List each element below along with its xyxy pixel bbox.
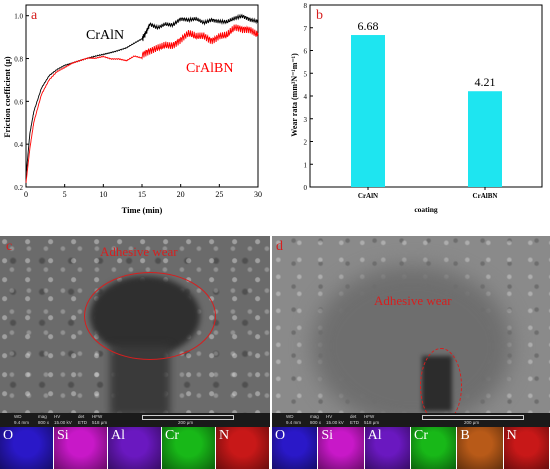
friction-plot-frame	[25, 4, 259, 188]
edx-element-label: Al	[367, 428, 382, 443]
edx-map-b: B	[457, 427, 503, 469]
info-header-wd-c: WD	[14, 414, 22, 419]
edx-map-si: Si	[54, 427, 107, 469]
info-header-hv-d: HV	[326, 414, 333, 419]
info-header-mag-c: mag	[38, 414, 47, 419]
edx-map-o: O	[0, 427, 53, 469]
sem-panel-letter-d: d	[276, 239, 283, 254]
edx-map-n: N	[216, 427, 269, 469]
friction-panel-letter: a	[31, 8, 38, 23]
edx-element-label: Al	[111, 428, 125, 443]
sem-label-c: Adhesive wear	[100, 244, 178, 259]
friction-y-tick-label: 0.4	[14, 141, 23, 149]
wear-ellipse-c	[84, 272, 216, 360]
info-header-det-d: det	[350, 414, 357, 419]
edx-element-label: Cr	[165, 428, 179, 443]
friction-y-tick-label: 0.6	[14, 98, 23, 106]
info-header-det-c: det	[78, 414, 85, 419]
edx-element-label: O	[3, 428, 14, 443]
friction-x-tick-label: 0	[24, 190, 28, 199]
friction-axis-ticks: 0 5 10 15 20 25 30 0.2 0.4 0.6 0.8 1.0	[14, 13, 262, 199]
info-value-hfw-d: 518 μm	[364, 420, 380, 425]
friction-series	[25, 13, 259, 183]
info-value-hfw-c: 518 μm	[92, 420, 108, 425]
sem-info-bar-d: WD mag HV det HFW 9.4 mm 800 x 15.00 kV …	[272, 413, 550, 427]
friction-x-label: Time (min)	[122, 205, 163, 215]
edx-element-label: Si	[57, 428, 69, 443]
edx-map-n: N	[503, 427, 549, 469]
edx-element-label: Si	[321, 428, 334, 443]
friction-y-label: Friction coefficient (μ)	[2, 56, 12, 137]
info-value-mag-c: 800 x	[38, 420, 50, 425]
friction-x-tick-label: 30	[254, 190, 262, 199]
friction-y-tick-label: 1.0	[14, 13, 23, 21]
friction-x-tick-label: 5	[63, 190, 67, 199]
edx-element-label: N	[219, 428, 230, 443]
info-value-det-c: ETD	[78, 420, 87, 425]
edx-map-o: O	[272, 427, 318, 469]
edx-element-label: Cr	[414, 428, 428, 443]
info-value-mag-d: 800 x	[310, 420, 322, 425]
edx-element-label: B	[460, 428, 470, 443]
friction-y-tick-label: 0.8	[14, 56, 23, 64]
legend-label-cralN: CrAlN	[86, 28, 124, 43]
wear-track-d	[312, 266, 512, 426]
edx-map-al: Al	[364, 427, 410, 469]
info-value-wd-c: 9.4 mm	[14, 420, 30, 425]
sem-label-d: Adhesive wear	[374, 293, 452, 308]
scale-bar-c	[142, 415, 234, 420]
sem-image-c: c Adhesive wear WD mag HV det HFW 9.4 mm…	[0, 236, 270, 427]
edx-map-cr: Cr	[162, 427, 215, 469]
info-header-hv-c: HV	[54, 414, 61, 419]
info-value-hv-c: 15.00 kV	[54, 420, 72, 425]
sem-image-d: d Adhesive wear WD mag HV det HFW 9.4 mm…	[272, 236, 550, 427]
friction-line-craln	[25, 13, 259, 177]
friction-x-tick-label: 15	[138, 190, 146, 199]
sem-panel-letter-c: c	[6, 239, 13, 254]
friction-x-tick-label: 10	[99, 190, 107, 199]
info-value-det-d: ETD	[350, 420, 359, 425]
edx-map-al: Al	[108, 427, 161, 469]
sem-info-bar-c: WD mag HV det HFW 9.4 mm 800 x 15.00 kV …	[0, 413, 270, 427]
info-header-wd-d: WD	[286, 414, 294, 419]
friction-x-tick-label: 25	[215, 190, 223, 199]
scale-text-c: 200 μm	[178, 420, 194, 425]
scale-bar-d	[422, 415, 524, 420]
info-header-mag-d: mag	[310, 414, 319, 419]
legend-label-cralbn: CrAlBN	[186, 61, 233, 76]
info-header-hfw-d: HFW	[364, 414, 375, 419]
edx-element-label: O	[275, 428, 286, 443]
edx-map-si: Si	[318, 427, 364, 469]
info-header-hfw-c: HFW	[92, 414, 103, 419]
scale-text-d: 200 μm	[464, 420, 480, 425]
info-value-wd-d: 9.4 mm	[286, 420, 302, 425]
friction-line-cralbn	[25, 24, 259, 183]
edx-map-cr: Cr	[411, 427, 457, 469]
info-value-hv-d: 15.00 kV	[326, 420, 344, 425]
edx-element-label: N	[506, 428, 517, 443]
friction-x-tick-label: 20	[177, 190, 185, 199]
friction-y-tick-label: 0.2	[14, 184, 23, 192]
